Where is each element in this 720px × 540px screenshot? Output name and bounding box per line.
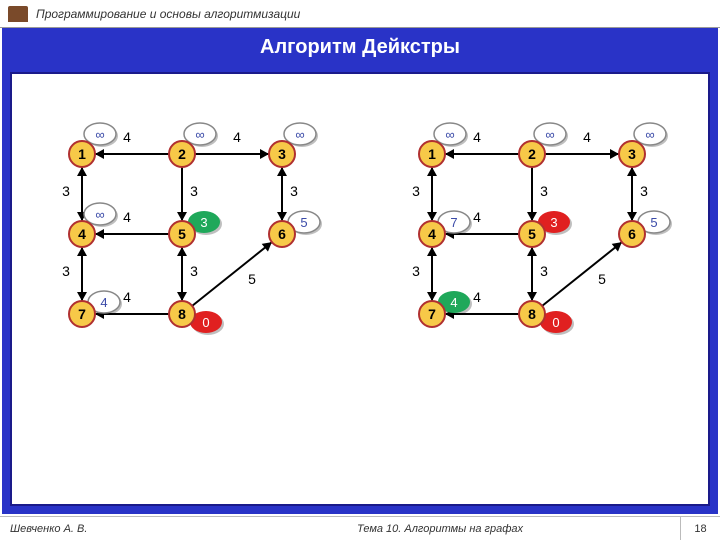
svg-text:5: 5	[248, 271, 256, 287]
svg-text:4: 4	[123, 289, 131, 305]
svg-text:0: 0	[552, 315, 559, 330]
svg-text:3: 3	[190, 263, 198, 279]
svg-text:5: 5	[650, 215, 657, 230]
footer: Шевченко А. В. Тема 10. Алгоритмы на гра…	[0, 516, 720, 540]
svg-text:3: 3	[62, 263, 70, 279]
svg-text:5: 5	[300, 215, 307, 230]
svg-text:3: 3	[550, 215, 557, 230]
svg-text:5: 5	[178, 226, 186, 242]
graph-right: 4433343345∞∞∞7354012345678	[372, 84, 712, 484]
svg-text:∞: ∞	[545, 127, 554, 142]
svg-text:∞: ∞	[95, 127, 104, 142]
svg-text:4: 4	[583, 129, 591, 145]
svg-text:1: 1	[78, 146, 86, 162]
svg-text:7: 7	[428, 306, 436, 322]
svg-text:3: 3	[640, 183, 648, 199]
svg-text:3: 3	[540, 263, 548, 279]
svg-text:∞: ∞	[445, 127, 454, 142]
svg-text:2: 2	[178, 146, 186, 162]
svg-text:1: 1	[428, 146, 436, 162]
svg-text:∞: ∞	[295, 127, 304, 142]
graph-left: 4433343345∞∞∞∞354012345678	[22, 84, 362, 484]
svg-text:7: 7	[450, 215, 457, 230]
svg-text:2: 2	[528, 146, 536, 162]
svg-text:3: 3	[200, 215, 207, 230]
graph-right-svg: 4433343345∞∞∞7354012345678	[372, 84, 712, 484]
svg-text:4: 4	[78, 226, 86, 242]
svg-text:8: 8	[528, 306, 536, 322]
svg-text:4: 4	[123, 209, 131, 225]
svg-text:4: 4	[428, 226, 436, 242]
svg-text:4: 4	[450, 295, 457, 310]
header-bar: Программирование и основы алгоритмизации	[0, 0, 720, 28]
svg-text:3: 3	[290, 183, 298, 199]
svg-text:4: 4	[100, 295, 107, 310]
footer-author: Шевченко А. В.	[0, 523, 200, 535]
svg-text:4: 4	[473, 209, 481, 225]
svg-text:∞: ∞	[95, 207, 104, 222]
building-icon	[8, 6, 28, 22]
svg-text:4: 4	[473, 289, 481, 305]
footer-page-num: 18	[680, 517, 720, 540]
graph-left-svg: 4433343345∞∞∞∞354012345678	[22, 84, 362, 484]
svg-text:3: 3	[62, 183, 70, 199]
svg-text:0: 0	[202, 315, 209, 330]
svg-text:3: 3	[412, 263, 420, 279]
svg-text:4: 4	[233, 129, 241, 145]
svg-text:5: 5	[598, 271, 606, 287]
svg-text:6: 6	[628, 226, 636, 242]
slide-frame: Алгоритм Дейкстры 4433343345∞∞∞∞35401234…	[2, 28, 718, 514]
header-title: Программирование и основы алгоритмизации	[36, 7, 300, 21]
svg-text:3: 3	[190, 183, 198, 199]
svg-text:5: 5	[528, 226, 536, 242]
content-area: 4433343345∞∞∞∞354012345678 4433343345∞∞∞…	[10, 72, 710, 506]
svg-text:4: 4	[123, 129, 131, 145]
footer-topic: Тема 10. Алгоритмы на графах	[200, 523, 680, 535]
svg-text:3: 3	[540, 183, 548, 199]
svg-text:8: 8	[178, 306, 186, 322]
svg-text:3: 3	[412, 183, 420, 199]
page-title: Алгоритм Дейкстры	[2, 28, 718, 69]
svg-text:7: 7	[78, 306, 86, 322]
svg-text:∞: ∞	[645, 127, 654, 142]
svg-text:4: 4	[473, 129, 481, 145]
svg-text:∞: ∞	[195, 127, 204, 142]
svg-text:3: 3	[278, 146, 286, 162]
svg-text:6: 6	[278, 226, 286, 242]
svg-text:3: 3	[628, 146, 636, 162]
